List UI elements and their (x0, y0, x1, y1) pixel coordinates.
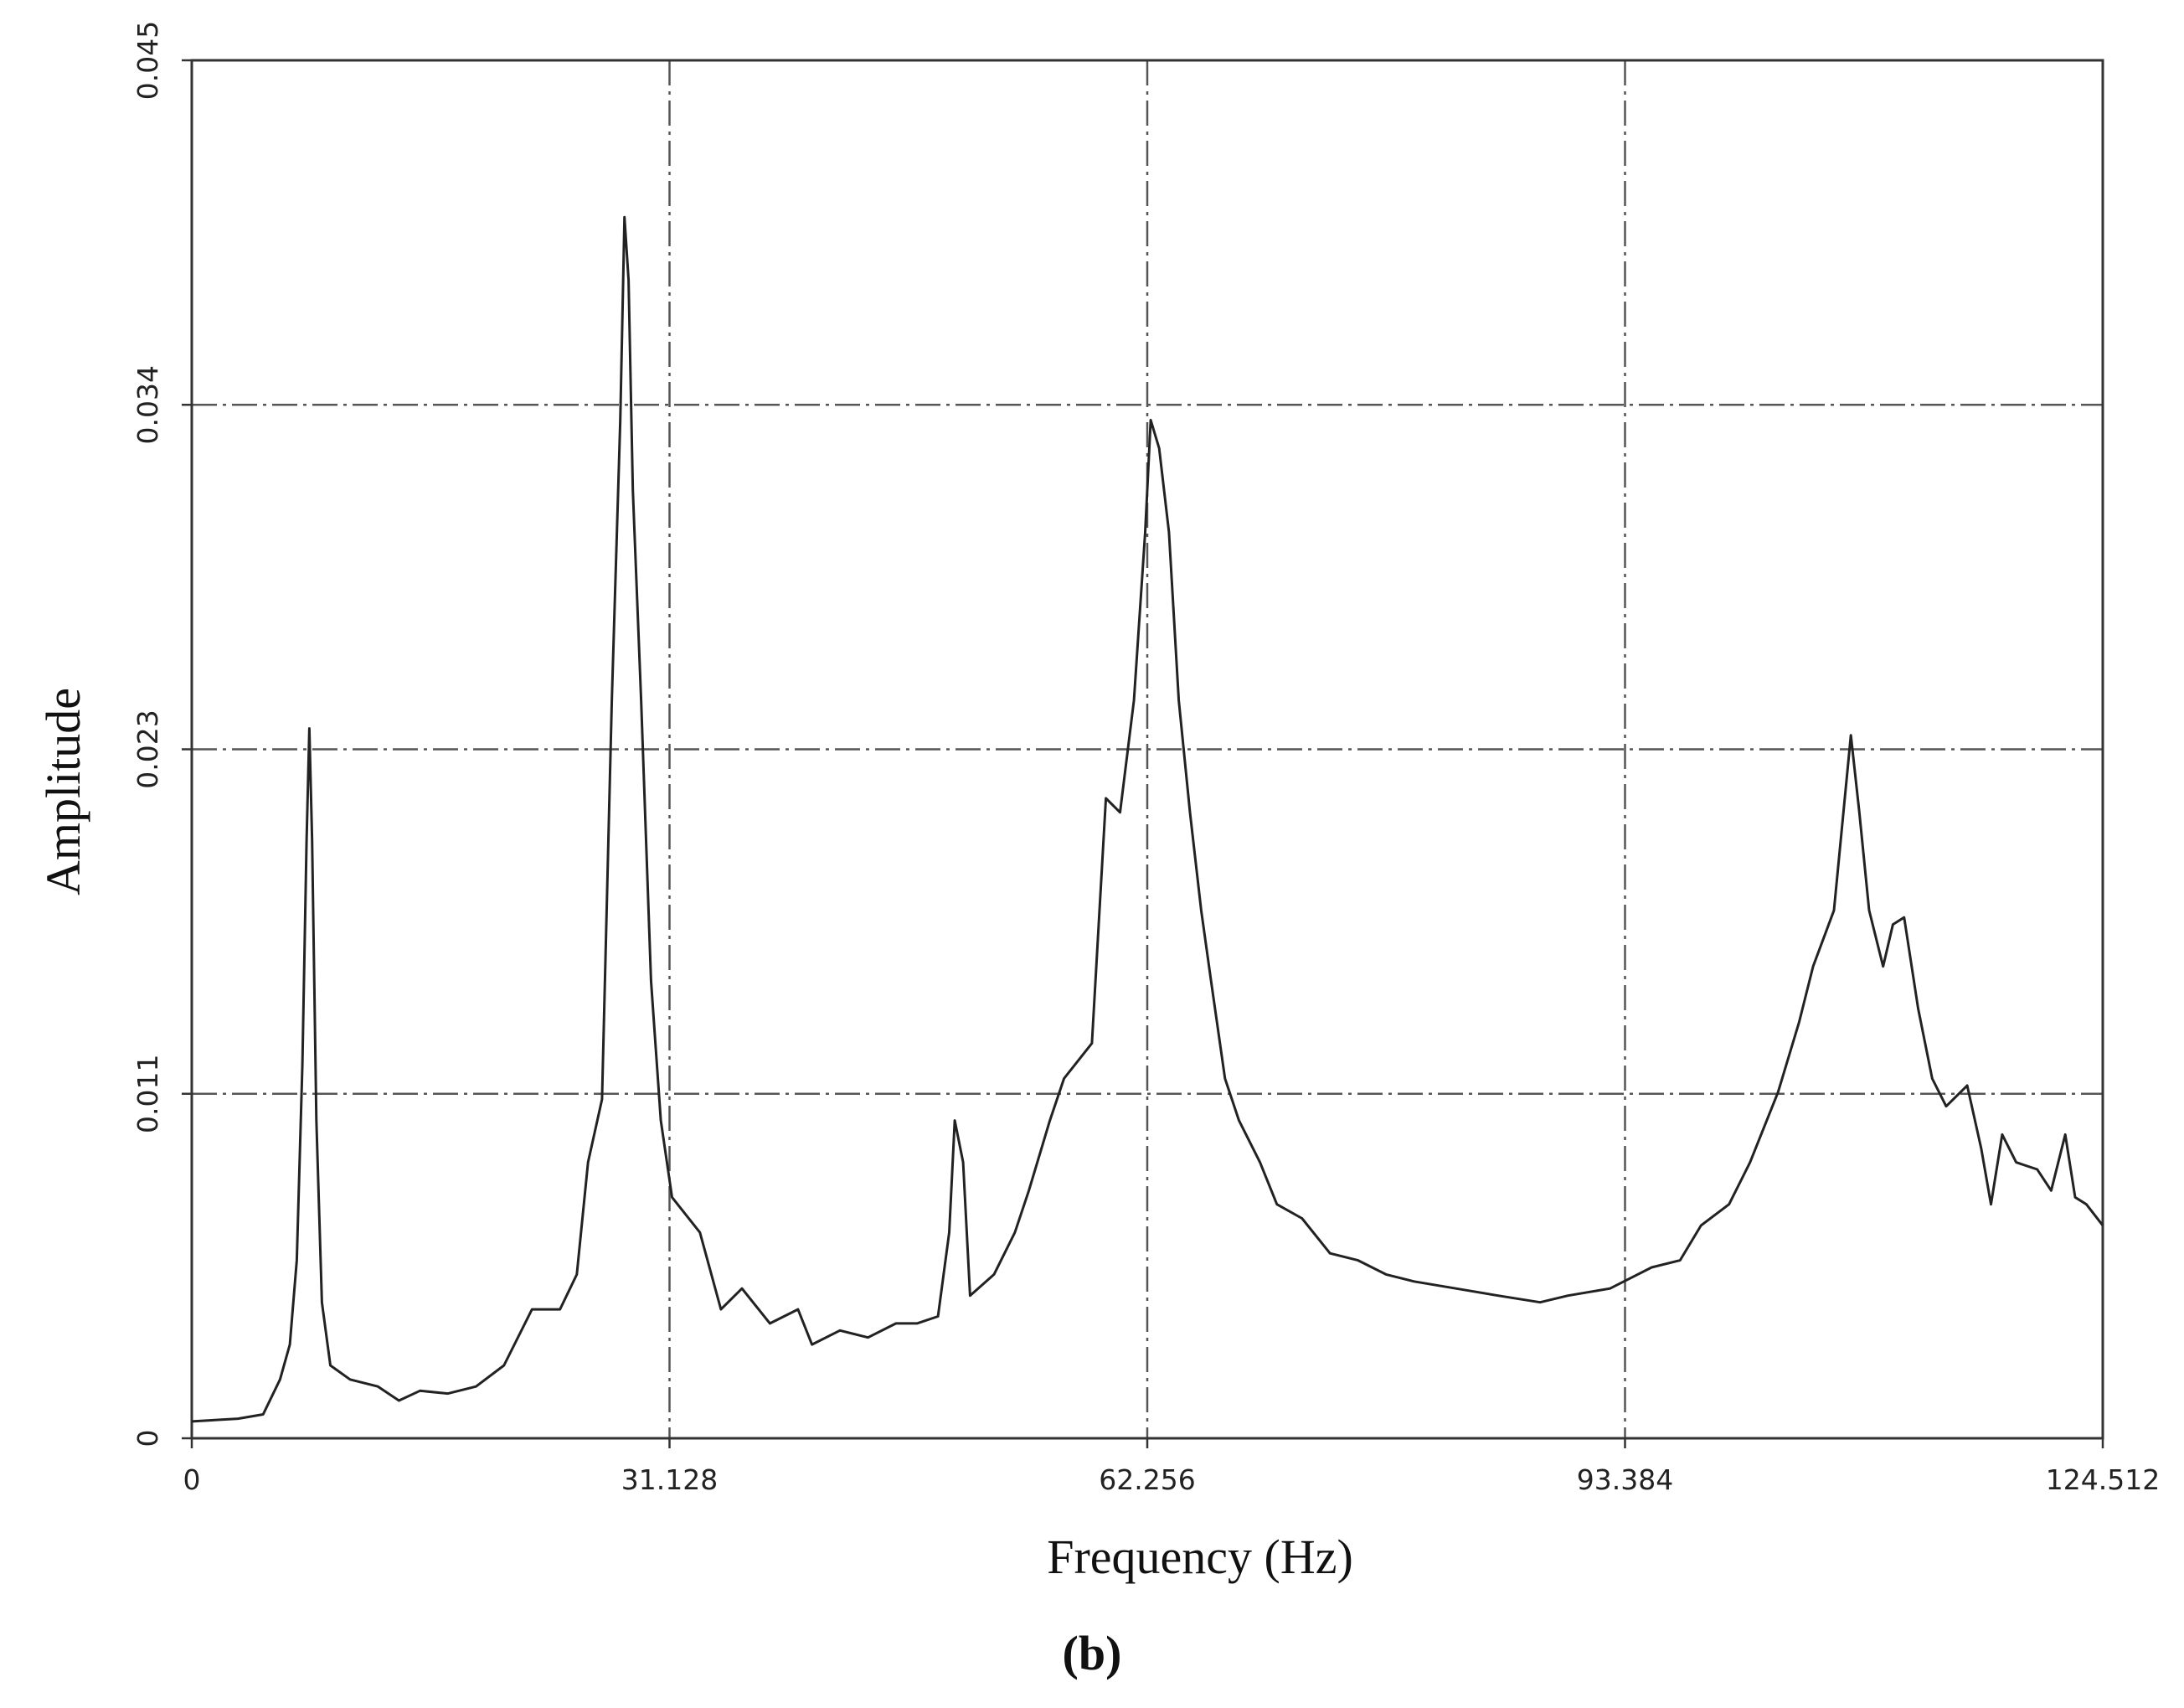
x-tick-label: 31.128 (621, 1463, 718, 1496)
x-tick-label: 93.384 (1577, 1463, 1673, 1496)
y-tick-label: 0.045 (131, 21, 164, 100)
x-tick-label: 124.512 (2046, 1463, 2160, 1496)
x-axis-label: Frequency (Hz) (1047, 1530, 1353, 1584)
y-tick-label: 0.023 (131, 710, 164, 788)
x-tick-label: 62.256 (1099, 1463, 1195, 1496)
x-tick-label: 0 (183, 1463, 201, 1496)
y-axis-label: Amplitude (36, 688, 90, 895)
panel-label: (b) (1063, 1626, 1122, 1680)
spectrum-line (191, 215, 2104, 1423)
plot-frame (190, 59, 2104, 1440)
y-tick-label: 0 (131, 1430, 164, 1447)
y-tick-label: 0.034 (131, 365, 164, 444)
y-tick-label: 0.011 (131, 1055, 164, 1133)
